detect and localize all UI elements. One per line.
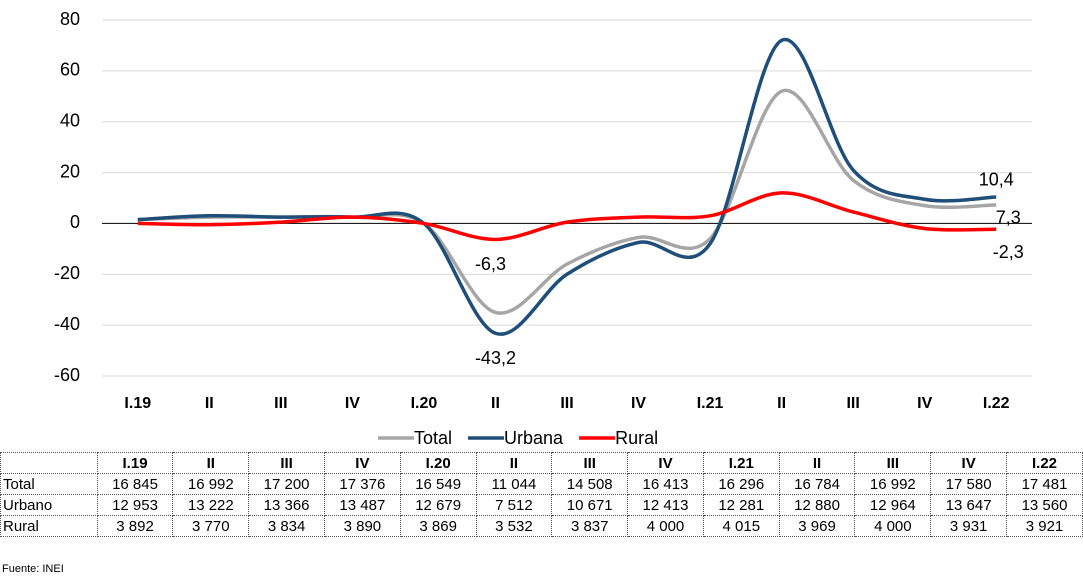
x-tick-label: II bbox=[491, 395, 500, 412]
table-cell: Total bbox=[0, 473, 98, 495]
x-tick-label: I.22 bbox=[983, 395, 1010, 412]
table-cell: 14 508 bbox=[551, 473, 629, 495]
x-tick-label: II bbox=[777, 395, 786, 412]
table-cell: 10 671 bbox=[551, 494, 629, 516]
y-tick-label: 60 bbox=[60, 60, 80, 80]
series-line bbox=[137, 37, 997, 336]
data-label: -2,3 bbox=[993, 242, 1024, 262]
table-cell: 13 647 bbox=[930, 494, 1008, 516]
x-tick-label: I.19 bbox=[124, 395, 151, 412]
y-tick-label: 20 bbox=[60, 161, 80, 181]
table-row: Rural 3 892 3 770 3 834 3 890 3 869 3 532 3 837… bbox=[0, 515, 1083, 537]
x-tick-label: II bbox=[205, 395, 214, 412]
x-tick-label: I.20 bbox=[411, 395, 438, 412]
data-table: I.19 II III IV I.20 II III IV I.21 II III IV I.22 Tot… bbox=[0, 452, 1083, 537]
legend-label: Total bbox=[414, 428, 452, 448]
table-cell: 17 200 bbox=[248, 473, 325, 495]
table-cell: 12 413 bbox=[627, 494, 704, 516]
legend-label: Urbana bbox=[504, 428, 564, 448]
data-label: 10,4 bbox=[979, 170, 1014, 190]
table-row: Total 16 845 16 992 17 200 17 376 16 549 11 04… bbox=[0, 473, 1083, 495]
table-cell: 7 512 bbox=[475, 494, 553, 516]
x-tick-label: IV bbox=[345, 395, 360, 412]
table-cell: 16 549 bbox=[399, 473, 477, 495]
table-cell: 13 366 bbox=[248, 494, 325, 516]
y-tick-label: 0 bbox=[70, 212, 80, 232]
table-cell: III bbox=[551, 452, 629, 474]
table-cell: 3 837 bbox=[551, 515, 629, 537]
source-note: Fuente: INEI bbox=[2, 563, 64, 575]
table-cell: 3 892 bbox=[96, 515, 174, 537]
table-cell: 4 015 bbox=[702, 515, 780, 537]
x-tick-label: III bbox=[846, 395, 859, 412]
table-cell: 3 834 bbox=[248, 515, 325, 537]
table-row: Urbano 12 953 13 222 13 366 13 487 12 679 7 51… bbox=[0, 494, 1083, 516]
table-cell: III bbox=[854, 452, 932, 474]
table-cell: 3 969 bbox=[778, 515, 856, 537]
table-cell: II bbox=[475, 452, 553, 474]
table-cell: 13 487 bbox=[323, 494, 401, 516]
table-cell: II bbox=[172, 452, 250, 474]
series-line bbox=[137, 88, 997, 315]
table-cell: Rural bbox=[0, 515, 98, 537]
table-cell: 12 281 bbox=[702, 494, 780, 516]
table-cell: 16 413 bbox=[627, 473, 704, 495]
y-tick-label: -20 bbox=[54, 263, 80, 283]
x-tick-label: I.21 bbox=[697, 395, 724, 412]
y-tick-label: 40 bbox=[60, 110, 80, 130]
table-cell bbox=[0, 452, 98, 474]
data-label: 7,3 bbox=[996, 208, 1021, 228]
y-tick-label: 80 bbox=[60, 9, 80, 29]
y-tick-label: -60 bbox=[54, 365, 80, 385]
table-cell: 3 890 bbox=[323, 515, 401, 537]
table-cell: 12 953 bbox=[96, 494, 174, 516]
table-cell: 16 992 bbox=[854, 473, 932, 495]
table-cell: Urbano bbox=[0, 494, 98, 516]
table-cell: 4 000 bbox=[627, 515, 704, 537]
table-cell: 17 481 bbox=[1006, 473, 1083, 495]
table-cell: III bbox=[248, 452, 325, 474]
table-cell: 17 376 bbox=[323, 473, 401, 495]
table-cell: 11 044 bbox=[475, 473, 553, 495]
table-cell: 12 679 bbox=[399, 494, 477, 516]
table-cell: 16 296 bbox=[702, 473, 780, 495]
table-cell: 16 784 bbox=[778, 473, 856, 495]
table-cell: 16 845 bbox=[96, 473, 174, 495]
table-cell: 12 964 bbox=[854, 494, 932, 516]
table-cell: I.21 bbox=[702, 452, 780, 474]
data-label: -6,3 bbox=[475, 254, 506, 274]
table-cell: 17 580 bbox=[930, 473, 1008, 495]
x-tick-label: IV bbox=[917, 395, 932, 412]
x-tick-label: III bbox=[274, 395, 287, 412]
table-cell: I.22 bbox=[1006, 452, 1083, 474]
table-cell: II bbox=[778, 452, 856, 474]
y-tick-label: -40 bbox=[54, 314, 80, 334]
table-cell: 3 921 bbox=[1006, 515, 1083, 537]
table-cell: IV bbox=[323, 452, 401, 474]
table-cell: 12 880 bbox=[778, 494, 856, 516]
series-line bbox=[137, 191, 997, 242]
x-tick-label: III bbox=[560, 395, 573, 412]
table-cell: 13 560 bbox=[1006, 494, 1083, 516]
table-cell: I.20 bbox=[399, 452, 477, 474]
table-cell: 4 000 bbox=[854, 515, 932, 537]
table-cell: 13 222 bbox=[172, 494, 250, 516]
table-row: I.19 II III IV I.20 II III IV I.21 II III IV I.22 bbox=[0, 452, 1083, 474]
table-cell: IV bbox=[930, 452, 1008, 474]
table-cell: 3 931 bbox=[930, 515, 1008, 537]
table-cell: 16 992 bbox=[172, 473, 250, 495]
table-cell: 3 869 bbox=[399, 515, 477, 537]
table-cell: I.19 bbox=[96, 452, 174, 474]
table-cell: 3 770 bbox=[172, 515, 250, 537]
table-cell: IV bbox=[627, 452, 704, 474]
data-label: -43,2 bbox=[475, 348, 516, 368]
table-cell: 3 532 bbox=[475, 515, 553, 537]
legend-label: Rural bbox=[615, 428, 658, 448]
x-tick-label: IV bbox=[631, 395, 646, 412]
